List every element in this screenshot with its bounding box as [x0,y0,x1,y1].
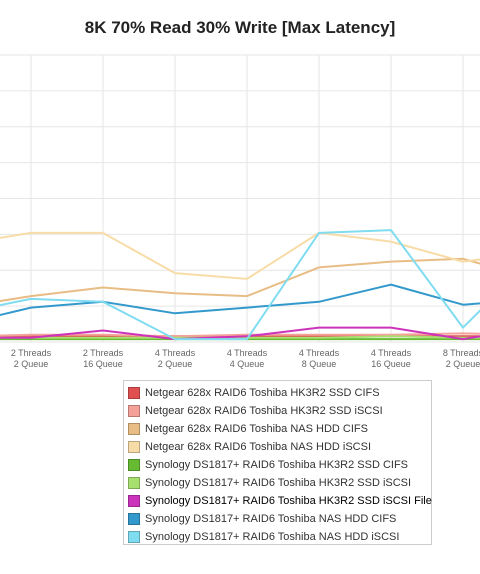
series-line [0,332,480,338]
x-tick-label: 8 Threads [443,348,480,358]
series-line [0,229,480,341]
legend-label: Synology DS1817+ RAID6 Toshiba NAS HDD C… [145,513,397,525]
legend-swatch [128,423,140,435]
x-tick-label: 16 Queue [83,359,123,369]
legend-label: Netgear 628x RAID6 Toshiba NAS HDD iSCSI [145,441,372,453]
series-line [0,283,480,317]
x-tick-label: 2 Queue [158,359,193,369]
legend-swatch [128,495,140,507]
legend-swatch [128,459,140,471]
legend-item[interactable]: Netgear 628x RAID6 Toshiba NAS HDD CIFS [128,420,368,438]
legend: Netgear 628x RAID6 Toshiba HK3R2 SSD CIF… [123,380,432,545]
legend-swatch [128,387,140,399]
legend-item[interactable]: Synology DS1817+ RAID6 Toshiba NAS HDD i… [128,528,399,546]
legend-swatch [128,513,140,525]
legend-swatch [128,405,140,417]
x-tick-label: 4 Queue [230,359,265,369]
x-tick-label: 4 Threads [371,348,412,358]
legend-item[interactable]: Synology DS1817+ RAID6 Toshiba HK3R2 SSD… [128,456,408,474]
legend-label: Netgear 628x RAID6 Toshiba HK3R2 SSD iSC… [145,405,383,417]
series-line [0,257,480,303]
grid [0,54,480,343]
series-line [0,326,480,341]
legend-item[interactable]: Synology DS1817+ RAID6 Toshiba NAS HDD C… [128,510,396,528]
x-tick-label: 4 Threads [227,348,268,358]
x-tick-label: 2 Queue [446,359,480,369]
legend-item[interactable]: Netgear 628x RAID6 Toshiba HK3R2 SSD CIF… [128,384,380,402]
legend-label: Synology DS1817+ RAID6 Toshiba HK3R2 SSD… [145,477,412,489]
x-tick-label: 2 Queue [14,359,49,369]
legend-swatch [128,441,140,453]
legend-item[interactable]: Synology DS1817+ RAID6 Toshiba HK3R2 SSD… [128,474,411,492]
legend-item[interactable]: Synology DS1817+ RAID6 Toshiba HK3R2 SSD… [128,492,432,510]
legend-label: Synology DS1817+ RAID6 Toshiba HK3R2 SSD… [145,495,432,507]
legend-item[interactable]: Netgear 628x RAID6 Toshiba NAS HDD iSCSI [128,438,371,456]
x-tick-label: 8 Queue [302,359,337,369]
x-tick-label: 16 Queue [371,359,411,369]
legend-label: Netgear 628x RAID6 Toshiba HK3R2 SSD CIF… [145,387,380,399]
x-tick-label: 2 Threads [11,348,52,358]
legend-item[interactable]: Netgear 628x RAID6 Toshiba HK3R2 SSD iSC… [128,402,383,420]
legend-label: Synology DS1817+ RAID6 Toshiba NAS HDD i… [145,531,400,543]
legend-swatch [128,477,140,489]
x-tick-label: 2 Threads [83,348,124,358]
legend-swatch [128,531,140,543]
legend-label: Netgear 628x RAID6 Toshiba NAS HDD CIFS [145,423,368,435]
x-tick-label: 4 Threads [155,348,196,358]
chart-title: 8K 70% Read 30% Write [Max Latency] [84,18,396,37]
series-lines [0,229,480,341]
series-line [0,335,480,339]
legend-label: Synology DS1817+ RAID6 Toshiba HK3R2 SSD… [145,459,409,471]
x-tick-label: 4 Threads [299,348,340,358]
series-line [0,231,480,280]
